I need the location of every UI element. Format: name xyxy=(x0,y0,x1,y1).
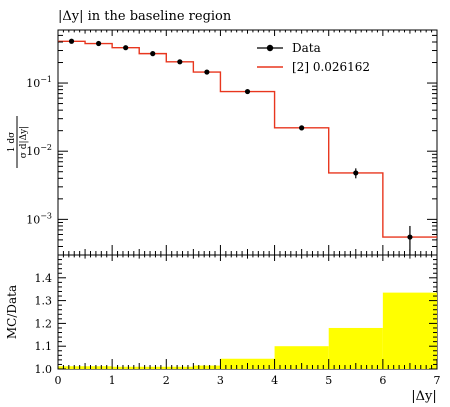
chart-title: |Δy| in the baseline region xyxy=(58,9,232,24)
legend-data-marker xyxy=(266,44,274,52)
ratio-band-bar xyxy=(328,327,383,369)
upper-y-tick-label: 10−1 xyxy=(26,75,52,90)
lower-y-tick-label: 1.3 xyxy=(35,295,53,308)
x-tick-label: 6 xyxy=(379,374,386,387)
x-tick-label: 2 xyxy=(163,374,170,387)
legend-mc-label: [2] 0.026162 xyxy=(292,60,370,74)
x-axis-label: |Δy| xyxy=(411,389,437,404)
data-point xyxy=(204,69,210,75)
ratio-band-bar xyxy=(274,346,329,369)
x-tick-label: 0 xyxy=(55,374,62,387)
upper-panel: 10−1 10−2 10−3 xyxy=(26,30,438,256)
data-point xyxy=(96,40,102,47)
ratio-band-bar xyxy=(193,365,221,369)
lower-y-tick-label: 1.2 xyxy=(35,317,53,330)
legend: Data [2] 0.026162 xyxy=(257,41,370,74)
data-point xyxy=(68,38,75,44)
lower-y-tick-label: 1.0 xyxy=(35,363,53,376)
legend-data-label: Data xyxy=(292,41,321,55)
data-point xyxy=(177,59,183,65)
ratio-band-bar xyxy=(382,292,437,369)
x-tick-label: 3 xyxy=(217,374,224,387)
data-point xyxy=(150,51,156,57)
data-point xyxy=(123,45,129,51)
ratio-band-bar xyxy=(85,366,113,369)
ratio-band-bar xyxy=(166,366,194,369)
data-point xyxy=(407,234,413,240)
data-point xyxy=(299,125,305,131)
data-point xyxy=(244,88,251,95)
lower-y-tick-label: 1.4 xyxy=(35,272,53,285)
ratio-band-bar xyxy=(139,366,167,369)
x-tick-label: 1 xyxy=(109,374,116,387)
upper-y-axis-label: 1 dσ σ d|Δy| xyxy=(7,116,29,168)
lower-y-tick-label: 1.1 xyxy=(35,340,53,353)
mc-histogram-line xyxy=(58,40,437,238)
ratio-band-bar xyxy=(112,366,140,369)
x-tick-label: 4 xyxy=(271,374,278,387)
upper-y-tick-label: 10−3 xyxy=(26,211,52,226)
lower-panel: 0 1 2 3 4 5 6 7 1.0 1.1 1.2 1.3 1.4 xyxy=(35,254,441,387)
x-tick-label: 7 xyxy=(434,374,441,387)
lower-y-axis-label: MC/Data xyxy=(5,285,19,339)
upper-y-axis-label-bottom: σ d|Δy| xyxy=(19,126,29,158)
upper-panel-frame xyxy=(57,29,438,256)
data-point xyxy=(353,170,359,176)
x-tick-label: 5 xyxy=(325,374,332,387)
ratio-band-bar xyxy=(58,366,86,369)
upper-y-axis-label-top: 1 dσ xyxy=(7,132,17,153)
upper-y-tick-label: 10−2 xyxy=(26,143,52,158)
